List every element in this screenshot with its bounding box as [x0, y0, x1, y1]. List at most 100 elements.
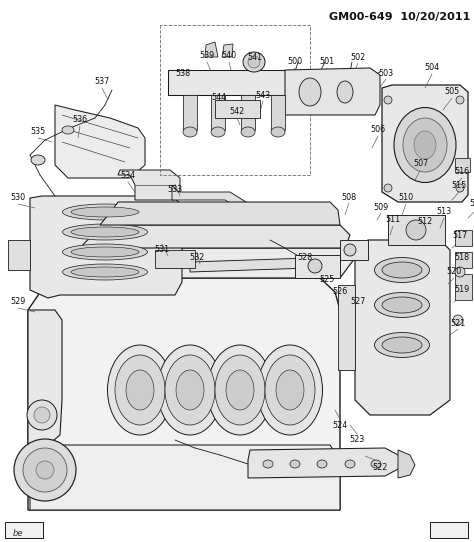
Ellipse shape [406, 220, 426, 240]
Text: 516: 516 [455, 167, 470, 177]
Text: 543: 543 [255, 91, 271, 100]
Polygon shape [183, 95, 197, 130]
Text: 525: 525 [319, 275, 335, 285]
Text: 510: 510 [399, 193, 413, 203]
Text: 544: 544 [211, 93, 227, 101]
Text: 512: 512 [418, 217, 433, 227]
Text: 532: 532 [190, 254, 205, 262]
Ellipse shape [183, 127, 197, 137]
Text: 509: 509 [374, 203, 389, 211]
Ellipse shape [71, 267, 139, 277]
Polygon shape [155, 250, 195, 268]
Ellipse shape [31, 155, 45, 165]
Ellipse shape [63, 224, 147, 240]
Ellipse shape [248, 56, 260, 68]
Text: 520: 520 [447, 268, 462, 276]
Text: 513: 513 [437, 208, 452, 216]
Ellipse shape [374, 293, 429, 318]
Bar [430, 522, 468, 538]
Text: 529: 529 [10, 298, 26, 306]
Ellipse shape [215, 355, 265, 425]
Text: 541: 541 [247, 54, 263, 62]
Ellipse shape [382, 337, 422, 353]
Text: 531: 531 [155, 246, 170, 255]
Text: 514: 514 [469, 198, 474, 208]
Ellipse shape [226, 370, 254, 410]
Ellipse shape [27, 400, 57, 430]
Ellipse shape [71, 247, 139, 257]
Text: 521: 521 [450, 319, 465, 327]
Ellipse shape [71, 207, 139, 217]
Ellipse shape [62, 126, 74, 134]
Ellipse shape [403, 118, 447, 172]
Text: 534: 534 [120, 171, 136, 180]
Text: 502: 502 [350, 53, 365, 61]
Polygon shape [28, 278, 340, 510]
Ellipse shape [63, 264, 147, 280]
Text: 511: 511 [385, 216, 401, 224]
Text: 507: 507 [413, 158, 428, 167]
Ellipse shape [384, 96, 392, 104]
Text: 528: 528 [297, 254, 313, 262]
Text: 515: 515 [451, 182, 466, 190]
Ellipse shape [257, 345, 322, 435]
Polygon shape [355, 240, 450, 415]
Text: 538: 538 [175, 69, 191, 79]
Polygon shape [340, 240, 368, 260]
Ellipse shape [382, 262, 422, 278]
Polygon shape [455, 230, 472, 246]
Text: 500: 500 [287, 57, 302, 67]
Text: 522: 522 [372, 463, 388, 473]
Text: 517: 517 [452, 230, 468, 240]
Ellipse shape [371, 460, 381, 468]
Polygon shape [285, 68, 380, 115]
Ellipse shape [176, 370, 204, 410]
Ellipse shape [157, 345, 222, 435]
Text: 533: 533 [167, 185, 182, 195]
Ellipse shape [299, 78, 321, 106]
Ellipse shape [14, 439, 76, 501]
Polygon shape [455, 158, 470, 172]
Ellipse shape [290, 460, 300, 468]
Text: 518: 518 [455, 254, 470, 262]
Text: 505: 505 [444, 87, 460, 96]
Polygon shape [248, 448, 400, 478]
Ellipse shape [23, 448, 67, 492]
Polygon shape [55, 248, 355, 278]
Polygon shape [28, 310, 62, 445]
Text: 542: 542 [229, 107, 245, 117]
Text: 506: 506 [371, 126, 385, 134]
Ellipse shape [345, 460, 355, 468]
Polygon shape [172, 185, 262, 220]
Ellipse shape [344, 244, 356, 256]
Ellipse shape [382, 297, 422, 313]
Polygon shape [100, 202, 340, 225]
Text: GM00-649  10/20/2011: GM00-649 10/20/2011 [329, 12, 470, 22]
Text: 537: 537 [94, 78, 109, 87]
Text: be: be [13, 530, 24, 539]
Text: liao.cn: liao.cn [178, 263, 296, 297]
Text: 523: 523 [349, 436, 365, 444]
Text: 503: 503 [378, 68, 393, 78]
Ellipse shape [374, 332, 429, 358]
Text: 527: 527 [350, 298, 365, 306]
Ellipse shape [211, 127, 225, 137]
Ellipse shape [115, 355, 165, 425]
Ellipse shape [243, 52, 265, 72]
Polygon shape [118, 170, 180, 200]
Polygon shape [168, 70, 305, 95]
Ellipse shape [337, 81, 353, 103]
Ellipse shape [265, 355, 315, 425]
Polygon shape [295, 255, 340, 278]
Ellipse shape [276, 370, 304, 410]
Polygon shape [190, 258, 310, 272]
Polygon shape [8, 240, 30, 270]
Text: 540: 540 [221, 51, 237, 61]
Ellipse shape [108, 345, 173, 435]
Polygon shape [382, 85, 468, 202]
Ellipse shape [165, 355, 215, 425]
Text: 508: 508 [341, 192, 356, 202]
Bar [5, 522, 43, 538]
Ellipse shape [394, 107, 456, 183]
Text: 519: 519 [455, 286, 470, 294]
